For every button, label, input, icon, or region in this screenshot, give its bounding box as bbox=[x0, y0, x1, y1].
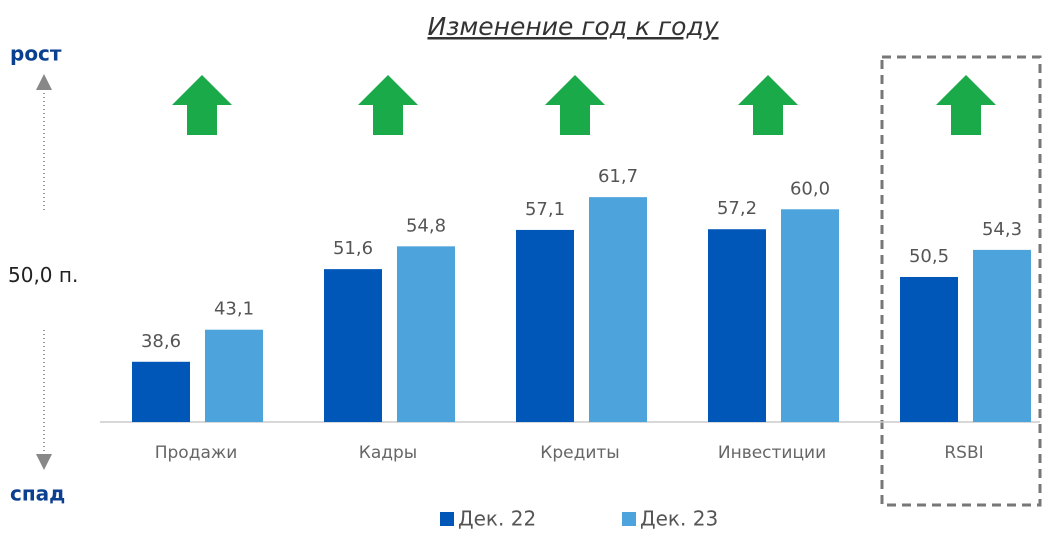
green-arrow bbox=[172, 75, 232, 135]
data-label: 38,6 bbox=[141, 331, 181, 352]
green-arrow bbox=[936, 75, 996, 135]
bar bbox=[205, 329, 263, 422]
green-arrow bbox=[358, 75, 418, 135]
legend-label: Дек. 23 bbox=[640, 507, 718, 531]
data-label: 60,0 bbox=[790, 178, 830, 199]
legend-swatch bbox=[440, 512, 454, 526]
bar bbox=[132, 361, 190, 422]
green-arrow bbox=[738, 75, 798, 135]
bar bbox=[516, 229, 574, 422]
data-label: 61,7 bbox=[598, 166, 638, 187]
bar bbox=[708, 229, 766, 422]
bar bbox=[324, 269, 382, 422]
bar bbox=[781, 209, 839, 422]
green-arrow bbox=[545, 75, 605, 135]
x-tick-label: Кадры bbox=[359, 443, 417, 463]
top-label: рост bbox=[10, 42, 62, 66]
data-label: 51,6 bbox=[333, 238, 373, 259]
bar bbox=[397, 246, 455, 422]
bar bbox=[900, 276, 958, 422]
x-tick-label: RSBI bbox=[944, 443, 983, 463]
legend-label: Дек. 22 bbox=[458, 507, 536, 531]
data-label: 54,8 bbox=[406, 215, 446, 236]
x-tick-label: Продажи bbox=[155, 443, 238, 463]
growth-icons bbox=[172, 75, 996, 135]
data-label: 57,2 bbox=[717, 198, 757, 219]
data-label: 57,1 bbox=[525, 199, 565, 220]
bar bbox=[589, 197, 647, 422]
highlight-box bbox=[880, 55, 1042, 507]
x-tick-label: Кредиты bbox=[540, 443, 619, 463]
midline-label: 50,0 п. bbox=[8, 263, 78, 287]
data-label: 43,1 bbox=[214, 299, 254, 320]
bottom-label: спад bbox=[10, 482, 65, 506]
chart-title: Изменение год к году bbox=[427, 12, 719, 41]
data-label: 54,3 bbox=[982, 219, 1022, 240]
x-tick-label: Инвестиции bbox=[718, 443, 826, 463]
bar bbox=[973, 249, 1031, 422]
legend-swatch bbox=[622, 512, 636, 526]
data-label: 50,5 bbox=[909, 246, 949, 267]
